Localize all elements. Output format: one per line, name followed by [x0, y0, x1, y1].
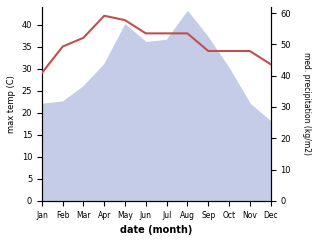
Y-axis label: max temp (C): max temp (C): [7, 75, 16, 133]
Y-axis label: med. precipitation (kg/m2): med. precipitation (kg/m2): [302, 52, 311, 155]
X-axis label: date (month): date (month): [120, 225, 192, 235]
